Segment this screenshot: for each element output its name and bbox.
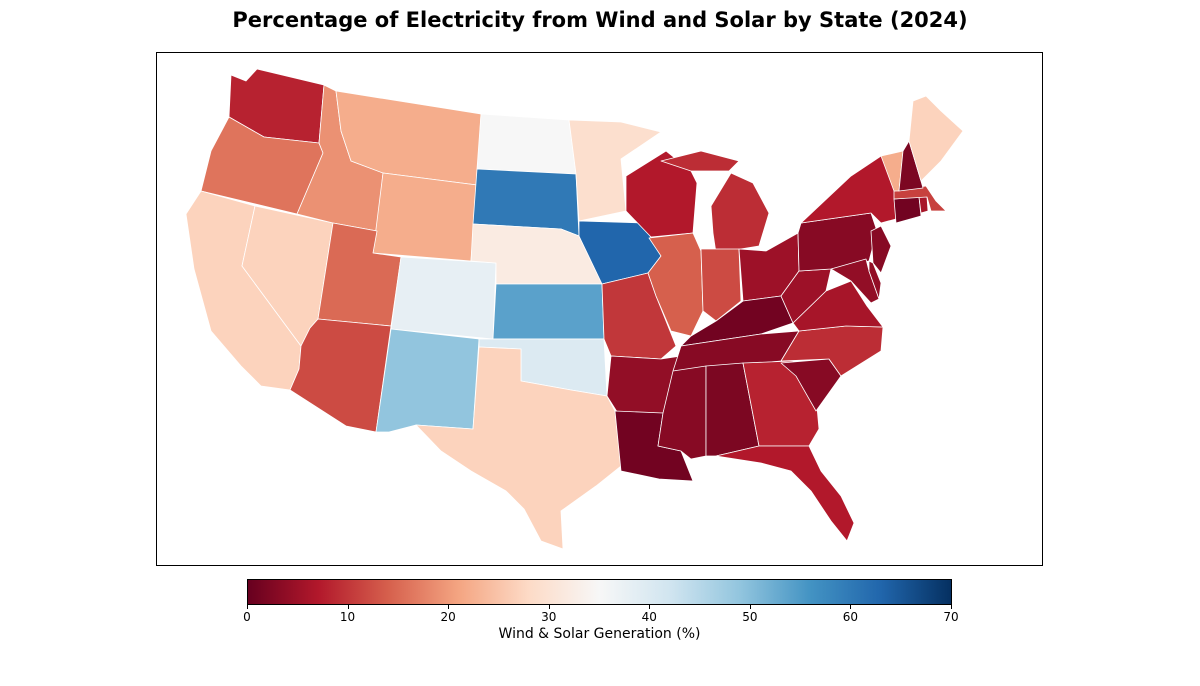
colorbar-tick [548,605,550,609]
colorbar-tick-label: 70 [943,610,959,624]
state-NJ[interactable] [870,225,892,274]
colorbar-tick-label: 50 [742,610,758,624]
colorbar-tick [649,605,651,609]
colorbar-tick-label: 10 [339,610,356,624]
state-IN[interactable] [700,248,742,322]
state-TX[interactable] [415,346,622,550]
map-frame [156,52,1043,566]
state-IL[interactable] [647,232,704,337]
state-MN[interactable] [568,119,662,222]
colorbar-tick-label: 30 [541,610,557,624]
state-DE[interactable] [868,260,882,300]
state-WY[interactable] [372,172,478,262]
colorbar-tick-label: 20 [440,610,456,624]
colorbar [247,579,952,605]
state-MA[interactable] [893,185,947,212]
state-ND[interactable] [476,113,577,175]
colorbar-tick-label: 0 [243,610,251,624]
colorbar-tick [951,605,952,609]
state-CT[interactable] [893,196,922,224]
state-WI[interactable] [625,150,698,238]
colorbar-tick [247,605,248,609]
colorbar-tick [850,605,852,609]
state-NM[interactable] [375,328,480,433]
state-RI[interactable] [918,196,929,214]
state-FL[interactable] [715,445,855,542]
colorbar-tick-label: 40 [641,610,657,624]
colorbar-tick-label: 60 [842,610,859,624]
state-KS[interactable] [492,283,605,340]
colorbar-tick [749,605,751,609]
colorbar-tick [347,605,349,609]
chart-title: Percentage of Electricity from Wind and … [232,8,968,32]
colorbar-tick [448,605,450,609]
colorbar-fill [248,580,951,604]
state-CO[interactable] [390,256,497,340]
state-NY[interactable] [800,155,897,224]
us-state-map [185,68,964,550]
state-MI[interactable] [660,150,770,254]
state-ME[interactable] [908,95,964,182]
state-WV[interactable] [780,268,832,324]
state-NH[interactable] [898,140,924,192]
colorbar-label: Wind & Solar Generation (%) [498,626,701,642]
